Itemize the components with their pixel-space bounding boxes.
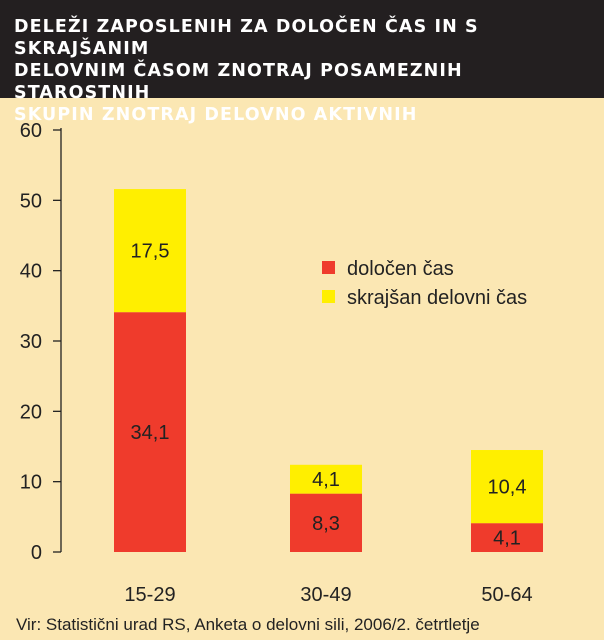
legend-label: skrajšan delovni čas bbox=[347, 287, 527, 309]
title-bar: DELEŽI ZAPOSLENIH ZA DOLOČEN ČAS IN S SK… bbox=[0, 0, 604, 125]
bar-value-label: 8,3 bbox=[312, 513, 340, 535]
x-axis: 15-29 30-49 50-64 bbox=[124, 584, 532, 606]
legend-label: določen čas bbox=[347, 258, 454, 280]
chart-title: DELEŽI ZAPOSLENIH ZA DOLOČEN ČAS IN S SK… bbox=[14, 17, 479, 125]
bar-segment bbox=[114, 312, 186, 552]
y-tick-label: 0 bbox=[31, 542, 42, 564]
x-tick-label: 50-64 bbox=[481, 584, 532, 606]
bar-value-label: 4,1 bbox=[493, 528, 521, 550]
bar-segment bbox=[290, 464, 362, 494]
bar-segment bbox=[471, 450, 543, 524]
y-tick-label: 30 bbox=[20, 331, 42, 353]
chart: 0 10 20 30 40 50 60 34,1 17,5 8,3 4,1 4,1 10,4 15-2… bbox=[20, 120, 543, 606]
y-axis: 0 10 20 30 40 50 60 bbox=[20, 120, 62, 564]
legend: določen čas skrajšan delovni čas bbox=[322, 258, 527, 309]
bar-value-label: 17,5 bbox=[131, 241, 170, 263]
source-note: Vir: Statistični urad RS, Anketa o delov… bbox=[16, 615, 480, 634]
y-tick-label: 40 bbox=[20, 261, 42, 283]
y-tick-label: 50 bbox=[20, 190, 42, 212]
bar-segment bbox=[290, 493, 362, 552]
bars bbox=[114, 189, 543, 552]
y-tick-label: 10 bbox=[20, 472, 42, 494]
bar-value-label: 10,4 bbox=[488, 477, 527, 499]
legend-swatch bbox=[322, 290, 335, 303]
y-tick-label: 60 bbox=[20, 120, 42, 142]
x-tick-label: 30-49 bbox=[300, 584, 351, 606]
bar-value-label: 34,1 bbox=[131, 422, 170, 444]
bar-segment bbox=[114, 189, 186, 313]
legend-swatch bbox=[322, 261, 335, 274]
bar-segment bbox=[471, 523, 543, 552]
bar-labels: 34,1 17,5 8,3 4,1 4,1 10,4 bbox=[131, 241, 527, 550]
x-tick-label: 15-29 bbox=[124, 584, 175, 606]
y-tick-label: 20 bbox=[20, 401, 42, 423]
bar-value-label: 4,1 bbox=[312, 469, 340, 491]
